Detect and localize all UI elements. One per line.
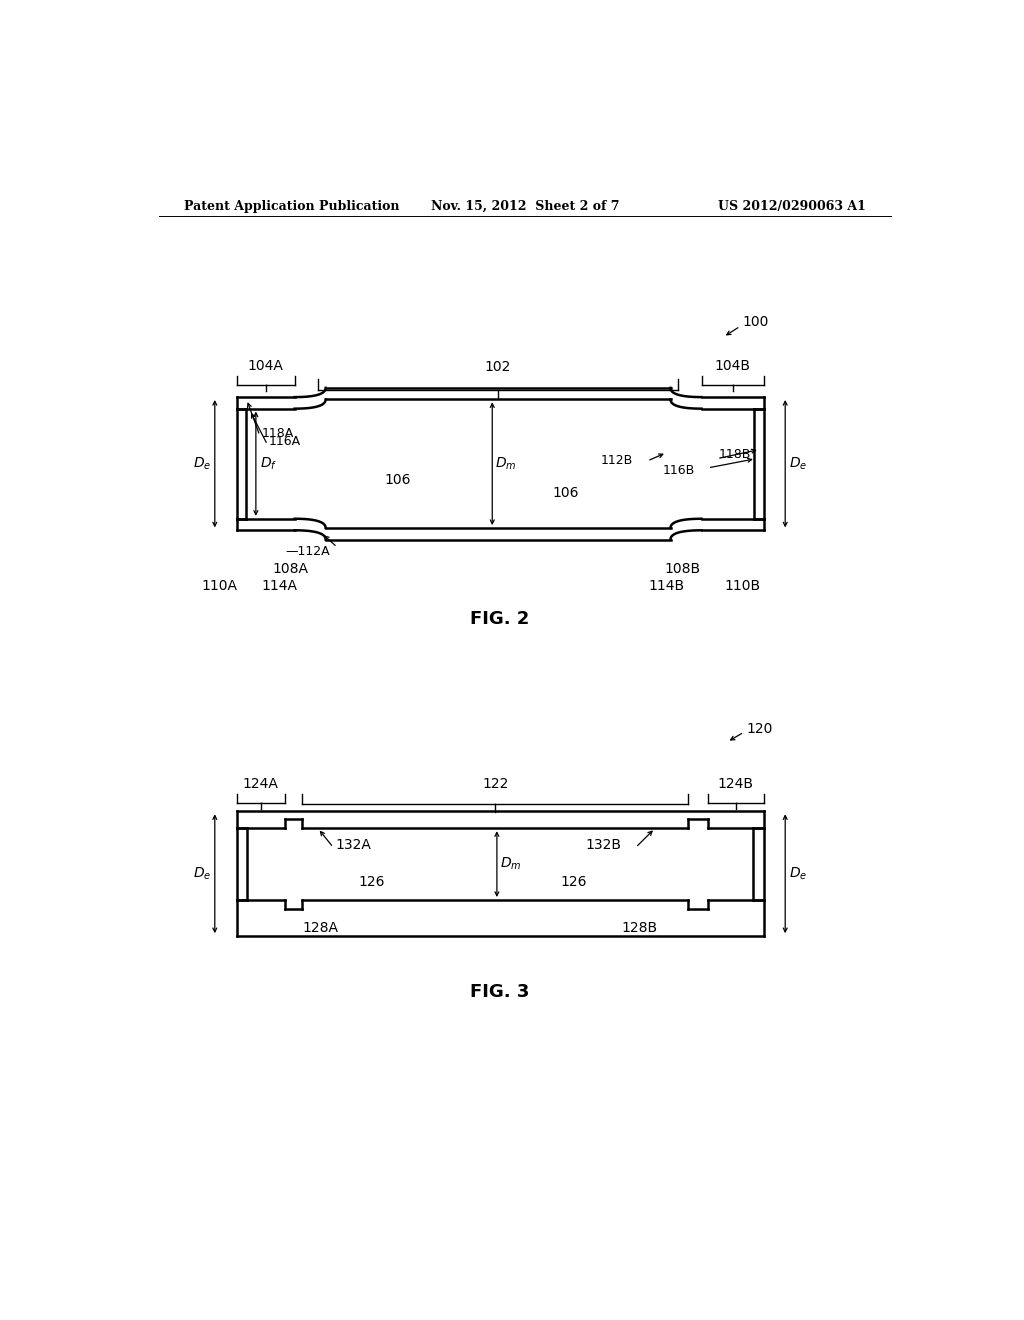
- Text: 104B: 104B: [715, 359, 751, 374]
- Text: $D_m$: $D_m$: [496, 455, 517, 471]
- Text: $D_e$: $D_e$: [790, 866, 807, 882]
- Text: 122: 122: [482, 776, 509, 791]
- Text: 118A: 118A: [261, 426, 294, 440]
- Text: 120: 120: [746, 722, 773, 737]
- Text: US 2012/0290063 A1: US 2012/0290063 A1: [718, 199, 866, 213]
- Text: $D_e$: $D_e$: [193, 455, 211, 471]
- Text: 124A: 124A: [243, 776, 279, 791]
- Text: $D_e$: $D_e$: [193, 866, 211, 882]
- Text: $D_m$: $D_m$: [500, 855, 521, 873]
- Text: 116B: 116B: [663, 463, 695, 477]
- Text: 116A: 116A: [269, 436, 301, 449]
- Text: 110A: 110A: [202, 578, 238, 593]
- Text: $D_e$: $D_e$: [790, 455, 807, 471]
- Text: 106: 106: [384, 474, 411, 487]
- Text: 112B: 112B: [601, 454, 633, 467]
- Text: $D_f$: $D_f$: [260, 455, 278, 471]
- Text: 124B: 124B: [718, 776, 754, 791]
- Text: 114A: 114A: [261, 578, 297, 593]
- Text: 106: 106: [553, 486, 580, 500]
- Text: 108B: 108B: [664, 562, 700, 576]
- Text: Patent Application Publication: Patent Application Publication: [183, 199, 399, 213]
- Text: 100: 100: [742, 315, 769, 330]
- Text: 126: 126: [358, 875, 385, 890]
- Text: 118B: 118B: [719, 449, 751, 462]
- Text: 114B: 114B: [648, 578, 685, 593]
- Text: 132A: 132A: [336, 838, 372, 853]
- Text: 108A: 108A: [272, 562, 309, 576]
- Text: —112A: —112A: [286, 545, 330, 557]
- Text: 102: 102: [484, 360, 511, 374]
- Text: 110B: 110B: [725, 578, 761, 593]
- Text: FIG. 2: FIG. 2: [470, 610, 529, 628]
- Text: 128B: 128B: [622, 921, 657, 936]
- Text: Nov. 15, 2012  Sheet 2 of 7: Nov. 15, 2012 Sheet 2 of 7: [430, 199, 620, 213]
- Text: 132B: 132B: [586, 838, 622, 853]
- Text: FIG. 3: FIG. 3: [470, 982, 529, 1001]
- Text: 126: 126: [560, 875, 587, 890]
- Text: 128A: 128A: [302, 921, 338, 936]
- Text: 104A: 104A: [247, 359, 283, 374]
